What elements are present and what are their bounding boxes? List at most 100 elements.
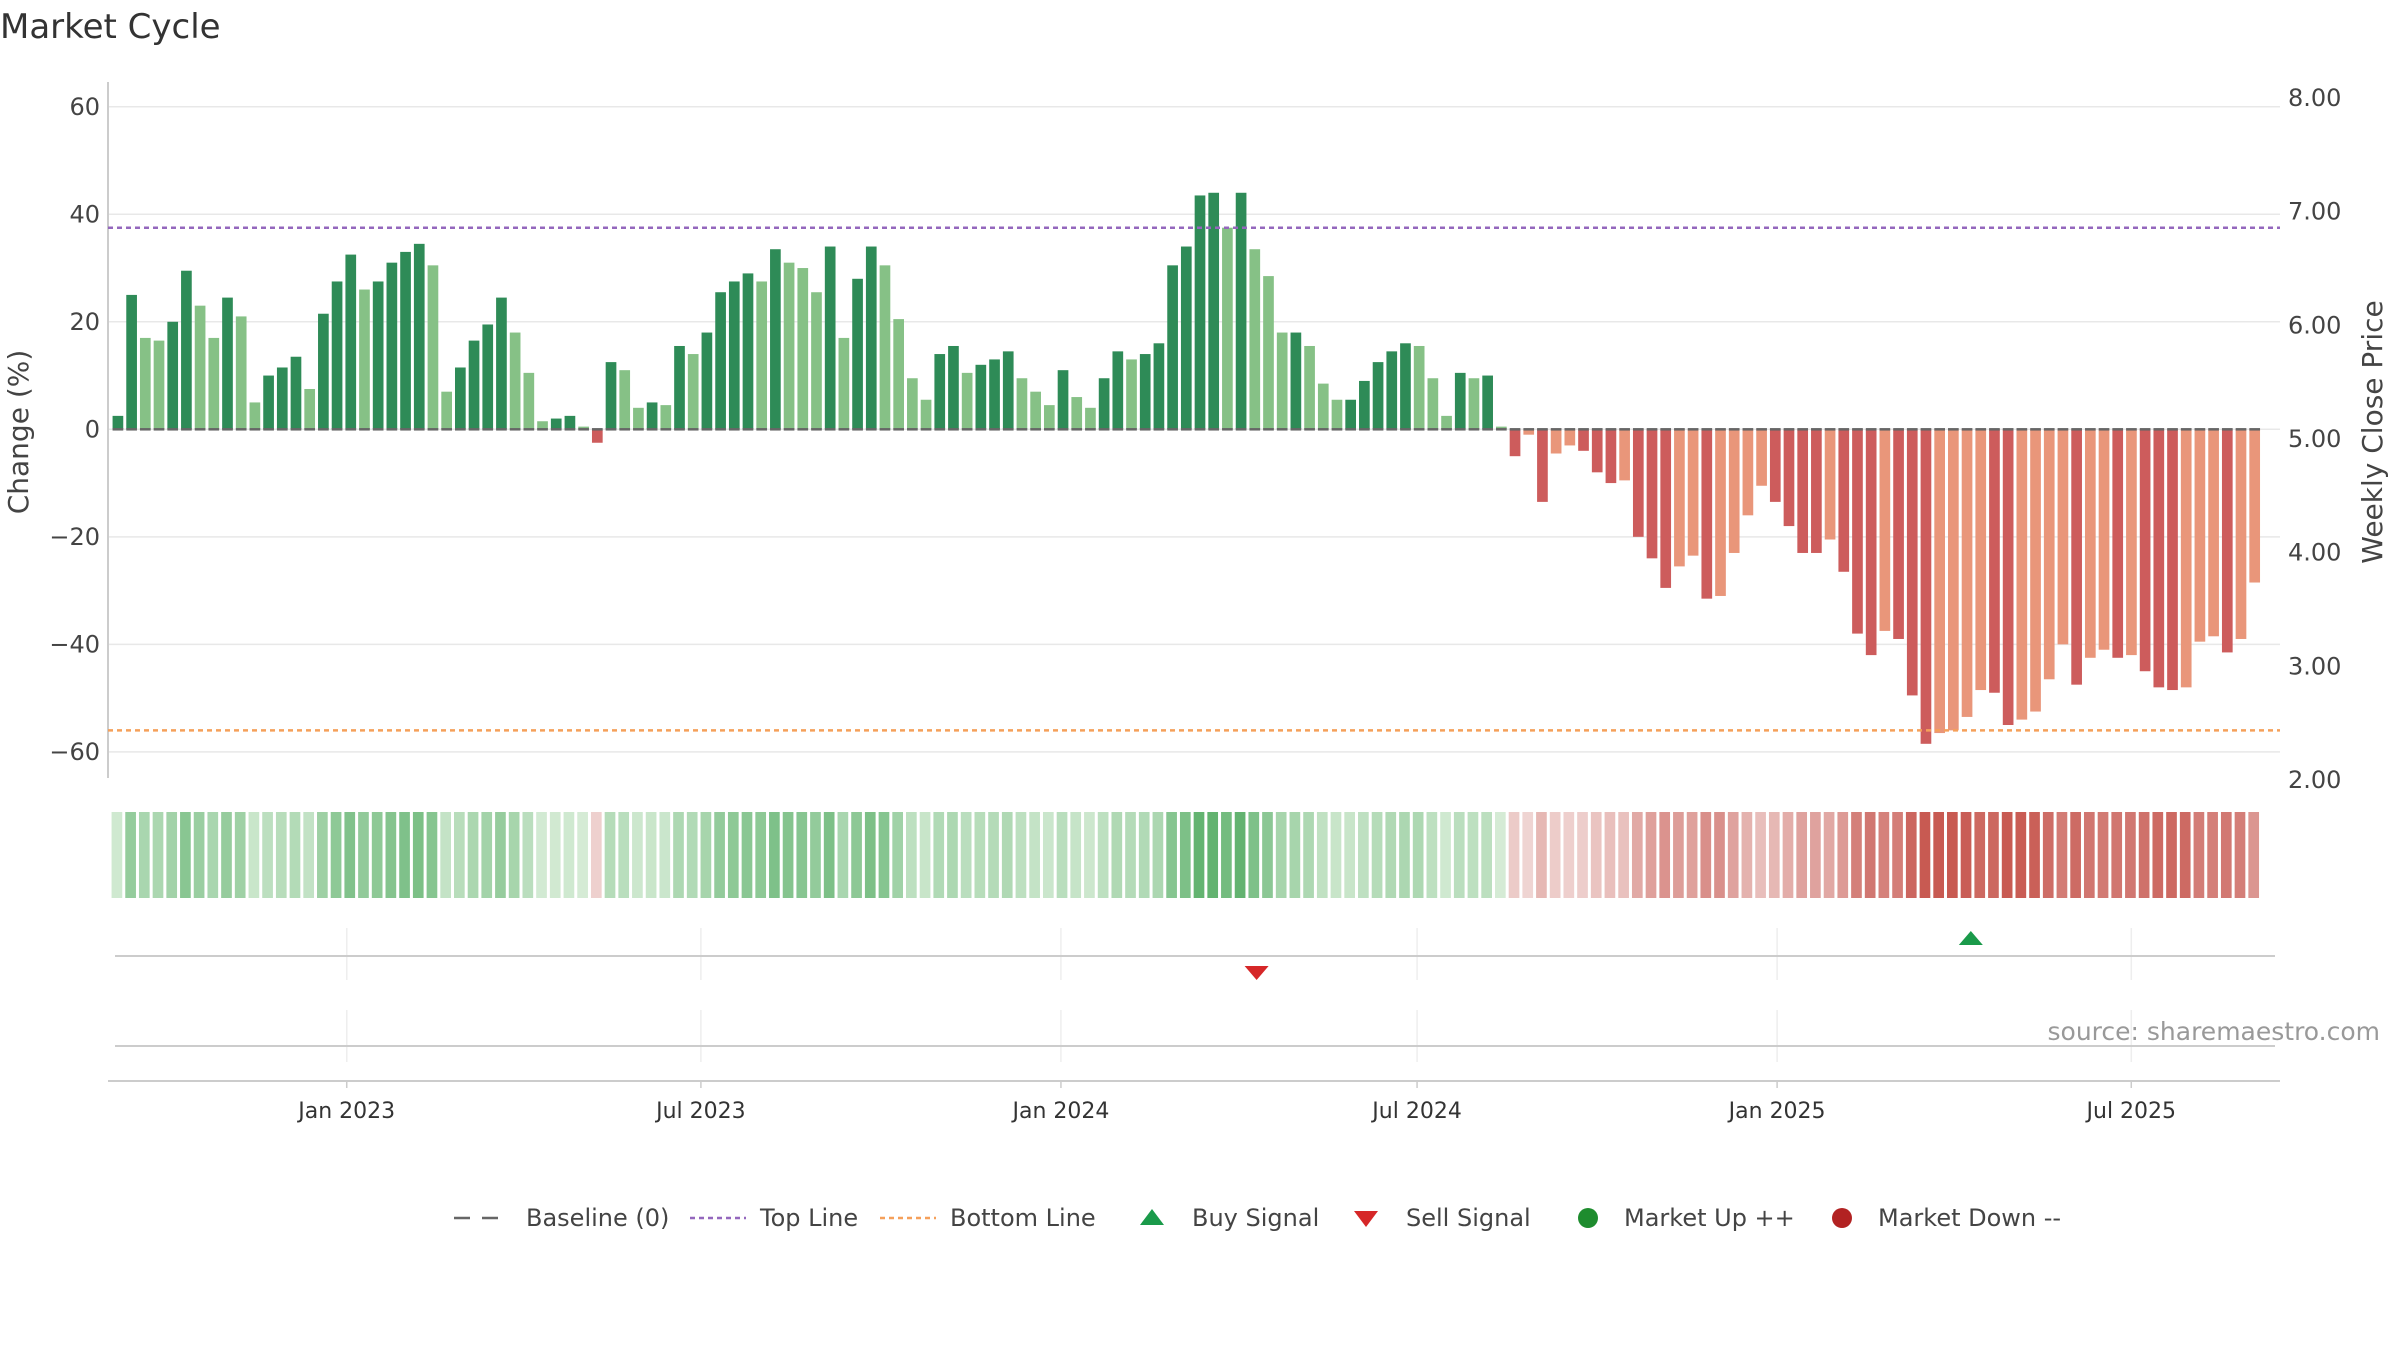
legend-swatch-sell-icon (1354, 1211, 1378, 1227)
bar (605, 362, 617, 430)
heat-cell (618, 812, 630, 898)
bar (783, 262, 795, 430)
heat-cell (864, 812, 876, 898)
bar (1646, 429, 1658, 559)
bar (400, 251, 411, 430)
bar (1413, 345, 1425, 430)
bar (2112, 429, 2124, 658)
bar (1756, 429, 1767, 486)
heat-cell (1700, 812, 1712, 898)
heat-cell (481, 812, 493, 898)
heat-cell (467, 812, 479, 898)
heat-cell (988, 812, 999, 898)
heat-cell (248, 812, 260, 898)
heat-cell (1782, 812, 1794, 898)
bar (1605, 429, 1617, 484)
heat-cell (933, 812, 945, 898)
bar (701, 332, 713, 430)
heat-cell (563, 812, 575, 898)
legend-label: Bottom Line (950, 1204, 1096, 1232)
heat-cell (2083, 812, 2095, 898)
heat-cell (111, 812, 123, 898)
bar (948, 345, 959, 430)
bar (1085, 407, 1096, 430)
bar (112, 415, 124, 430)
bar (276, 367, 288, 430)
bar (482, 324, 494, 430)
heat-cell (1673, 812, 1684, 898)
heat-cell (234, 812, 246, 898)
bar (961, 372, 973, 430)
y2-axis-title: Weekly Close Price (2356, 300, 2389, 563)
bar (1043, 405, 1055, 430)
heat-cell (1358, 812, 1369, 898)
bar (2139, 429, 2151, 672)
bar (797, 268, 809, 430)
heat-cell (221, 812, 232, 898)
bar (1523, 429, 1535, 435)
heat-cell (1385, 812, 1397, 898)
bar (2221, 429, 2233, 653)
legend-item: Market Down -- (1832, 1204, 2061, 1232)
heat-cell (1316, 812, 1328, 898)
heat-cell (330, 812, 342, 898)
heat-cell (2166, 812, 2177, 898)
bar (2235, 429, 2247, 639)
bar (1372, 362, 1384, 430)
heat-cell (906, 812, 917, 898)
bar (359, 289, 370, 430)
y2-tick-label: 6.00 (2288, 311, 2341, 339)
bar (1852, 429, 1863, 634)
bar (1495, 426, 1507, 430)
heat-cell (632, 812, 643, 898)
heat-cell (2179, 812, 2191, 898)
bar (523, 372, 535, 430)
heat-cell (577, 812, 588, 898)
heat-cell (1303, 812, 1314, 898)
heat-cell (1412, 812, 1424, 898)
heat-cell (2207, 812, 2218, 898)
bar (1427, 378, 1439, 430)
bar (1865, 429, 1877, 656)
signal-panel (115, 928, 2275, 980)
heat-cell (1262, 812, 1273, 898)
bar (1920, 429, 1932, 744)
heat-cell (166, 812, 178, 898)
heat-cell (275, 812, 287, 898)
heat-cell (1686, 812, 1698, 898)
bar (537, 421, 548, 430)
bar (591, 429, 603, 443)
bar (2249, 429, 2261, 583)
x-tick-label: Jul 2024 (1370, 1099, 1462, 1124)
heat-cell (385, 812, 397, 898)
heat-cell (1823, 812, 1835, 898)
bar (975, 364, 987, 430)
heat-cell (727, 812, 739, 898)
bar (1359, 380, 1370, 430)
heat-cell (2056, 812, 2068, 898)
bar (1180, 246, 1192, 430)
heat-cell (686, 812, 698, 898)
buy-signal-marker (1958, 931, 1983, 945)
heat-cell (1892, 812, 1903, 898)
heat-cell (892, 812, 904, 898)
heat-cell (262, 812, 273, 898)
legend: Baseline (0) Top Line Bottom Line Buy Signa… (454, 1204, 2061, 1232)
heat-cell (1042, 812, 1054, 898)
bar (1893, 429, 1904, 639)
bar (263, 375, 274, 430)
bar (2126, 429, 2137, 656)
heat-cell (1536, 812, 1547, 898)
y2-tick-labels: 8.00 7.00 6.00 5.00 4.00 3.00 2.00 (2288, 84, 2341, 794)
bar (1674, 429, 1685, 567)
y2-tick-label: 8.00 (2288, 84, 2341, 112)
bar (1441, 415, 1452, 430)
heat-cell (590, 812, 602, 898)
legend-item: Top Line (690, 1204, 858, 1232)
bar (1537, 429, 1548, 502)
bar (2002, 429, 2014, 725)
bar (1304, 345, 1315, 430)
bar (1016, 378, 1028, 430)
bars (112, 192, 2261, 744)
